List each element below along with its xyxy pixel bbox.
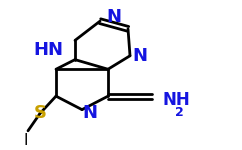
Text: N: N bbox=[106, 8, 121, 26]
Text: NH: NH bbox=[162, 91, 190, 109]
Text: N: N bbox=[133, 47, 148, 65]
Text: HN: HN bbox=[33, 41, 63, 59]
Text: N: N bbox=[83, 104, 98, 122]
Text: 2: 2 bbox=[175, 106, 184, 119]
Text: S: S bbox=[33, 104, 46, 122]
Text: I: I bbox=[24, 133, 28, 148]
